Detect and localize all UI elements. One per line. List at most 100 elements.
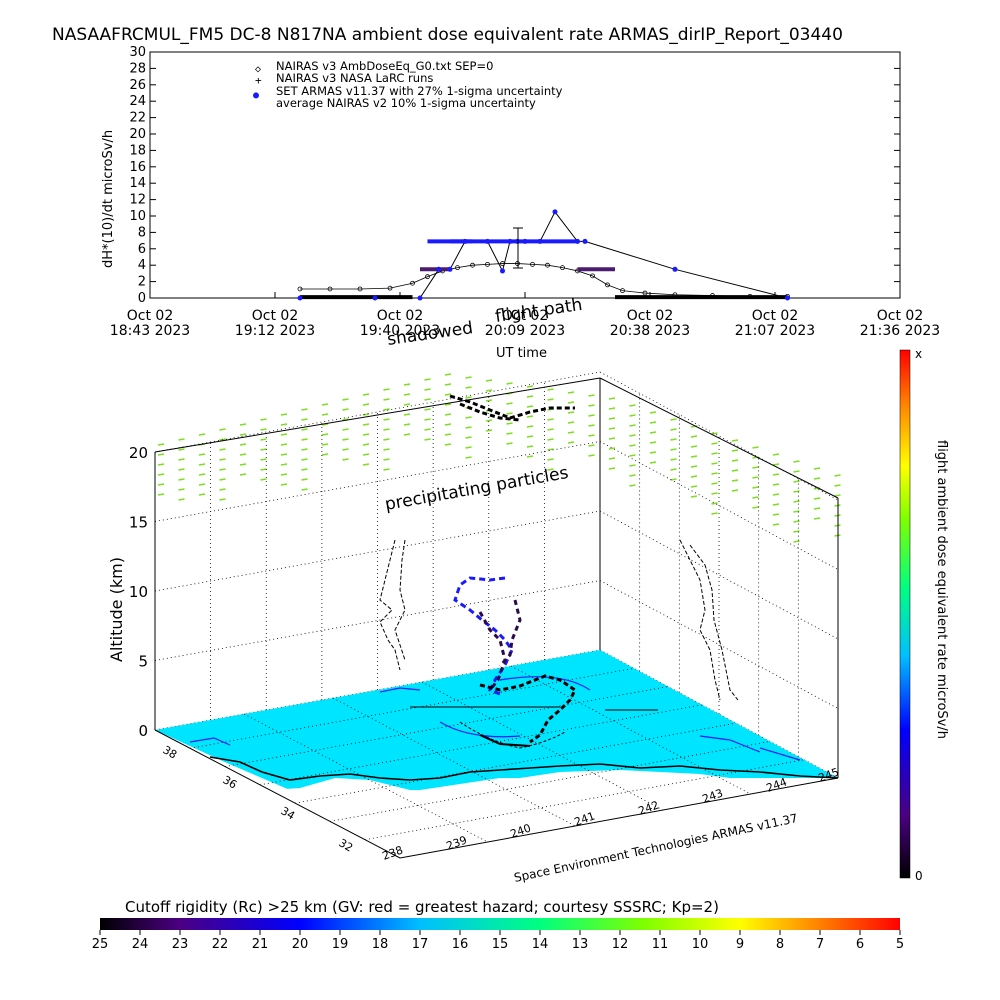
rigidity-tick-label: 15	[492, 937, 509, 952]
armas-point	[785, 295, 790, 301]
x-tick-label-time: 20:09 2023	[485, 323, 565, 339]
precip-dash	[342, 398, 349, 401]
precip-dash	[547, 428, 554, 431]
precip-dash	[178, 438, 185, 441]
precip-dash	[219, 488, 226, 491]
precip-dash	[403, 413, 411, 416]
precip-dash	[465, 456, 472, 459]
precip-dash	[280, 473, 288, 476]
altitude-tick-label: 10	[129, 583, 148, 601]
legend-text-armas: SET ARMAS v11.37 with 27% 1-sigma uncert…	[276, 84, 563, 98]
precip-dash	[506, 432, 513, 435]
nairas-v3-point	[327, 286, 333, 292]
precip-dash	[813, 517, 821, 520]
y-tick-label: 0	[138, 291, 146, 306]
precip-dash	[444, 423, 452, 426]
precip-dash	[690, 455, 698, 458]
altitude-tick-label: 20	[129, 444, 148, 462]
precip-dash	[301, 478, 308, 481]
precip-dash	[239, 433, 247, 436]
precip-dash	[198, 463, 206, 466]
precip-dash	[239, 443, 247, 446]
y-tick-label: 28	[129, 61, 146, 76]
ground-land	[155, 730, 838, 852]
precip-dash	[301, 488, 308, 491]
precip-dash	[588, 454, 595, 457]
precip-dash	[280, 413, 288, 416]
precip-dash	[608, 437, 616, 440]
rigidity-tick-label: 13	[572, 937, 589, 952]
precip-dash	[813, 497, 821, 500]
precip-dash	[444, 393, 452, 396]
precip-dash	[280, 433, 288, 436]
x-tick-label-date: Oct 02	[377, 308, 423, 324]
legend-symbol-larc: +	[255, 74, 262, 87]
precip-dash	[239, 453, 247, 456]
precip-dash	[157, 473, 165, 476]
precip-dash	[588, 394, 595, 397]
precip-dash	[178, 448, 185, 451]
precip-dash	[711, 432, 718, 435]
shadow-ground	[410, 706, 658, 749]
precip-dash	[403, 393, 411, 396]
precip-dash	[547, 388, 554, 391]
precip-dash	[383, 448, 390, 451]
precip-dash	[178, 478, 185, 481]
precip-dash	[403, 433, 411, 436]
precip-dash	[772, 513, 780, 516]
precip-dash	[649, 461, 657, 464]
precip-dash	[629, 484, 636, 487]
precip-dash	[670, 478, 677, 481]
precip-dash	[424, 378, 431, 381]
precip-dash	[260, 458, 267, 461]
precip-dash	[506, 382, 513, 385]
ground-grid-line	[332, 697, 576, 827]
precip-dash	[260, 448, 267, 451]
precip-dash	[465, 386, 472, 389]
rigidity-tick-label: 14	[532, 937, 549, 952]
precip-dash	[383, 408, 390, 411]
precip-dash	[834, 494, 841, 497]
precip-dash	[793, 530, 800, 533]
precip-dash	[342, 448, 349, 451]
precip-dash	[547, 398, 554, 401]
rigidity-tick-label: 22	[212, 937, 229, 952]
timeseries-y-axis-label: dH*(10)/dt microSv/h	[101, 130, 116, 268]
precip-dash	[301, 458, 308, 461]
nairas-v3-point	[455, 265, 460, 271]
precip-dash	[629, 444, 636, 447]
grid-line-right-wall	[599, 371, 839, 501]
precip-dash	[321, 453, 329, 456]
precip-dash	[588, 424, 595, 427]
dose-colorbar-label: flight ambient dose equivalent rate micr…	[934, 440, 949, 739]
y-tick-label: 6	[138, 242, 146, 257]
precip-dash	[342, 408, 349, 411]
precip-dash	[608, 457, 616, 460]
precip-dash	[301, 418, 308, 421]
precip-dash	[629, 424, 636, 427]
rigidity-tick-label: 7	[816, 937, 824, 952]
precip-dash	[321, 443, 329, 446]
altitude-axis-label: Altitude (km)	[107, 557, 126, 662]
nairas-v3-line	[300, 263, 788, 297]
armas-point	[485, 238, 490, 244]
nairas-v3-point	[470, 262, 475, 268]
precip-dash	[547, 468, 554, 471]
y-tick-label: 24	[129, 94, 146, 109]
precip-dash	[362, 443, 370, 446]
precip-dash	[629, 404, 636, 407]
precip-dash	[178, 498, 185, 501]
precip-dash	[465, 436, 472, 439]
precipitating-particles	[157, 373, 841, 543]
armas-point	[417, 295, 423, 301]
latitude-tick-label: 36	[221, 773, 240, 791]
precip-dash	[547, 458, 554, 461]
rigidity-tick-label: 18	[372, 937, 389, 952]
precip-dash	[588, 444, 595, 447]
precip-dash	[629, 434, 636, 437]
precip-dash	[752, 486, 759, 489]
nairas-v3-point	[410, 280, 415, 286]
precip-dash	[731, 459, 739, 462]
